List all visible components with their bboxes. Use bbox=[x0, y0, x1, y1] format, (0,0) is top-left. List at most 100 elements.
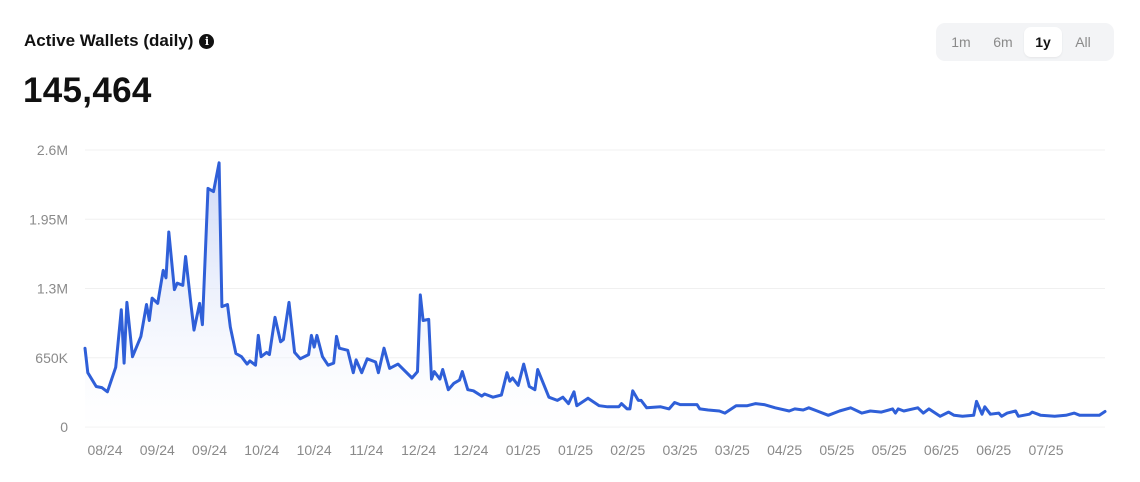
data-point bbox=[307, 353, 311, 357]
data-point bbox=[172, 288, 176, 292]
data-point bbox=[988, 412, 992, 416]
data-point bbox=[267, 353, 271, 357]
data-point bbox=[354, 358, 358, 362]
data-point bbox=[360, 371, 364, 375]
data-point bbox=[628, 407, 632, 411]
data-point bbox=[147, 318, 151, 322]
data-point bbox=[1014, 409, 1018, 413]
data-point bbox=[150, 296, 154, 300]
data-point bbox=[167, 230, 171, 234]
x-tick-label: 03/25 bbox=[715, 442, 750, 458]
data-point bbox=[1097, 413, 1101, 417]
info-icon[interactable]: i bbox=[199, 33, 215, 49]
data-point bbox=[298, 357, 302, 361]
data-point bbox=[508, 379, 512, 383]
data-point bbox=[586, 396, 590, 400]
data-point bbox=[947, 410, 951, 414]
data-point bbox=[388, 366, 392, 370]
x-tick-label: 09/24 bbox=[140, 442, 175, 458]
data-point bbox=[734, 404, 738, 408]
data-point bbox=[315, 333, 319, 337]
data-point bbox=[100, 386, 104, 390]
data-point bbox=[673, 400, 677, 404]
data-point bbox=[248, 359, 252, 363]
chart-title: Active Wallets (daily) i bbox=[24, 31, 215, 51]
data-point bbox=[441, 367, 445, 371]
data-point bbox=[175, 281, 179, 285]
data-point bbox=[536, 367, 540, 371]
data-point bbox=[606, 405, 610, 409]
data-point bbox=[1078, 413, 1082, 417]
data-point bbox=[547, 395, 551, 399]
data-point bbox=[94, 385, 98, 389]
x-tick-label: 05/25 bbox=[872, 442, 907, 458]
data-point bbox=[256, 333, 260, 337]
data-point bbox=[597, 404, 601, 408]
data-point bbox=[1000, 414, 1004, 418]
data-point bbox=[533, 388, 537, 392]
data-point bbox=[980, 412, 984, 416]
data-point bbox=[181, 283, 185, 287]
data-point bbox=[860, 411, 864, 415]
data-point bbox=[522, 362, 526, 366]
range-all-button[interactable]: All bbox=[1062, 27, 1104, 57]
data-point bbox=[1103, 410, 1107, 414]
x-tick-label: 01/25 bbox=[558, 442, 593, 458]
range-1y-button[interactable]: 1y bbox=[1024, 27, 1062, 57]
data-point bbox=[427, 317, 431, 321]
data-point bbox=[561, 395, 565, 399]
data-point bbox=[144, 302, 148, 306]
data-point bbox=[164, 276, 168, 280]
data-point bbox=[457, 378, 461, 382]
data-point bbox=[826, 413, 830, 417]
data-point bbox=[1005, 411, 1009, 415]
data-point bbox=[631, 389, 635, 393]
data-point bbox=[452, 381, 456, 385]
range-1m-button[interactable]: 1m bbox=[940, 27, 982, 57]
x-tick-label: 06/25 bbox=[924, 442, 959, 458]
data-point bbox=[1064, 413, 1068, 417]
data-point bbox=[416, 370, 420, 374]
data-point bbox=[217, 161, 221, 165]
data-point bbox=[527, 385, 531, 389]
data-point bbox=[491, 395, 495, 399]
data-point bbox=[893, 411, 897, 415]
data-point bbox=[119, 308, 123, 312]
data-point bbox=[273, 315, 277, 319]
data-point bbox=[815, 409, 819, 413]
data-point bbox=[335, 334, 339, 338]
data-point bbox=[105, 390, 109, 394]
data-point bbox=[1030, 410, 1034, 414]
data-point bbox=[281, 338, 285, 342]
data-point bbox=[239, 355, 243, 359]
data-point bbox=[114, 365, 118, 369]
data-point bbox=[374, 360, 378, 364]
data-point bbox=[206, 186, 210, 190]
data-point bbox=[253, 363, 257, 367]
data-point bbox=[421, 318, 425, 322]
data-point bbox=[430, 377, 434, 381]
data-point bbox=[200, 323, 204, 327]
current-value: 145,464 bbox=[23, 71, 152, 110]
data-point bbox=[86, 371, 90, 375]
x-tick-label: 07/25 bbox=[1028, 442, 1063, 458]
data-point bbox=[312, 345, 316, 349]
data-point bbox=[891, 407, 895, 411]
data-point bbox=[192, 328, 196, 332]
data-point bbox=[787, 409, 791, 413]
range-6m-button[interactable]: 6m bbox=[982, 27, 1024, 57]
data-point bbox=[754, 402, 758, 406]
data-point bbox=[921, 411, 925, 415]
data-point bbox=[960, 414, 964, 418]
data-point bbox=[184, 255, 188, 259]
x-tick-label: 12/24 bbox=[453, 442, 488, 458]
data-point bbox=[1053, 414, 1057, 418]
y-tick-label: 1.95M bbox=[29, 211, 68, 227]
data-point bbox=[745, 404, 749, 408]
data-point bbox=[466, 388, 470, 392]
data-point bbox=[438, 377, 442, 381]
data-point bbox=[337, 346, 341, 350]
data-point bbox=[234, 351, 238, 355]
data-point bbox=[321, 355, 325, 359]
